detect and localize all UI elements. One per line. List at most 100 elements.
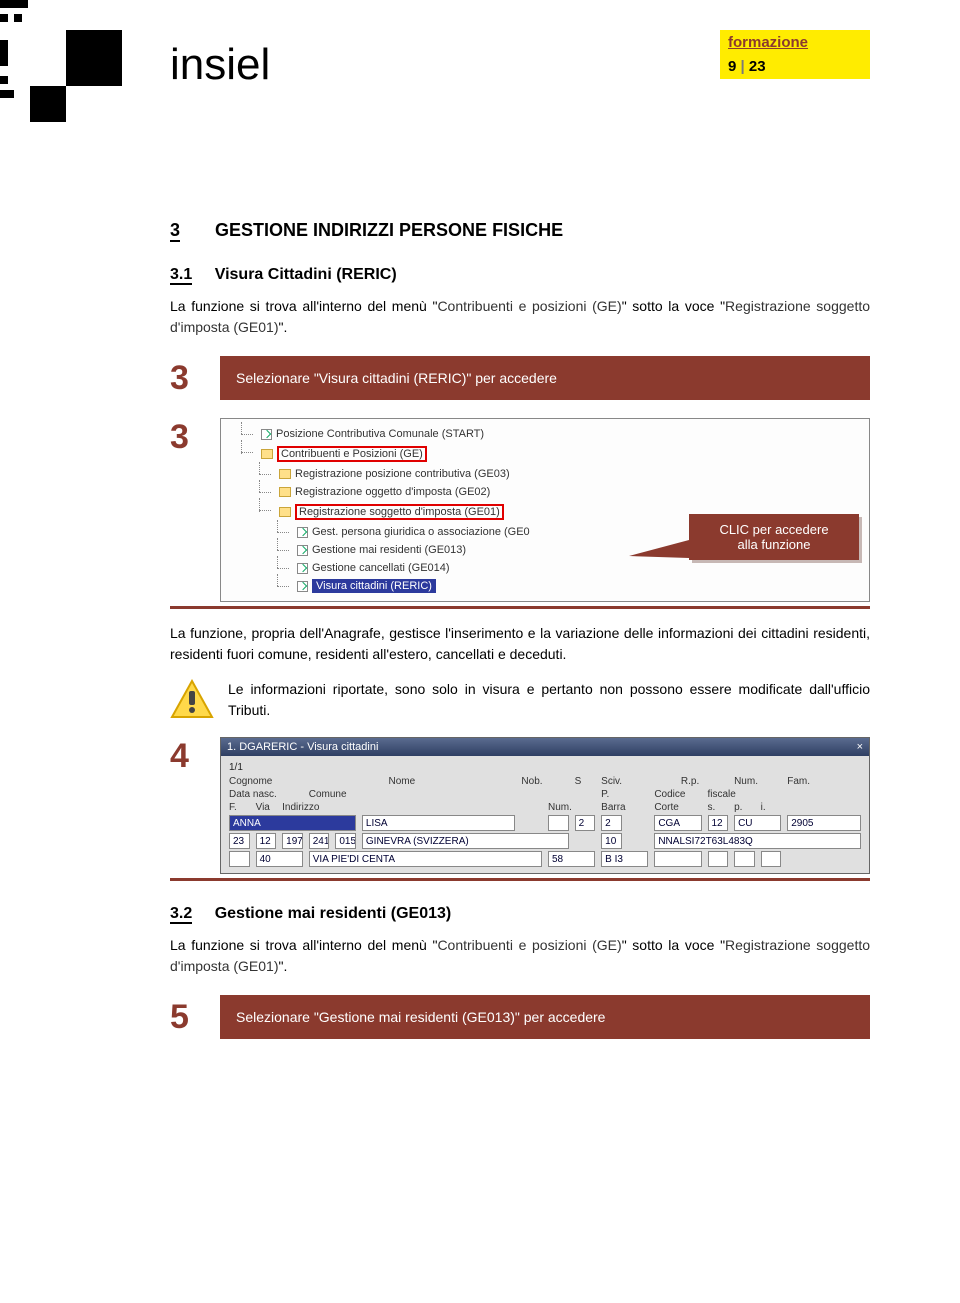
form-side-num: 4	[170, 737, 220, 776]
page-icon	[297, 545, 308, 556]
subsection-3-1: 3.1 Visura Cittadini (RERIC)	[170, 266, 870, 284]
tree-item[interactable]: Visura cittadini (RERIC)	[277, 577, 861, 595]
lbl-s: S	[575, 776, 596, 787]
inp-fam[interactable]: 2905	[787, 815, 861, 831]
form-window-title: 1. DGARERIC - Visura cittadini	[227, 741, 378, 753]
inp-f[interactable]	[229, 851, 250, 867]
lbl-comune: Comune	[309, 789, 383, 800]
lbl-num: Num.	[734, 776, 781, 787]
tree-item-label: Gestione cancellati (GE014)	[312, 562, 450, 574]
page-sep: |	[741, 58, 745, 75]
page-icon	[297, 527, 308, 538]
page-icon	[297, 581, 308, 592]
inp-sciv[interactable]: 2	[601, 815, 622, 831]
inp-s[interactable]: 2	[575, 815, 596, 831]
lbl-ii: i.	[761, 802, 782, 813]
tree-item[interactable]: Registrazione posizione contributiva (GE…	[259, 465, 861, 483]
lbl-p: P.	[601, 789, 622, 800]
intro-paragraph-1: La funzione si trova all'interno del men…	[170, 296, 870, 338]
tree-side-num: 3	[170, 418, 220, 457]
sub2-title: Gestione mai residenti (GE013)	[215, 905, 452, 922]
step-5-num: 5	[170, 995, 220, 1039]
lbl-corte: Corte	[654, 802, 701, 813]
warning-icon	[170, 679, 214, 719]
lbl-rp: R.p.	[681, 776, 728, 787]
lbl-f: F.	[229, 802, 250, 813]
lbl-pp: p.	[734, 802, 755, 813]
tree-item[interactable]: Contribuenti e Posizioni (GE)	[241, 443, 861, 465]
folder-icon	[279, 469, 291, 479]
page-icon	[261, 429, 272, 440]
inp-indirizzo[interactable]: VIA PIE'DI CENTA	[309, 851, 542, 867]
tree-item-label: Registrazione oggetto d'imposta (GE02)	[295, 486, 490, 498]
inp-comune[interactable]: GINEVRA (SVIZZERA)	[362, 833, 569, 849]
folder-icon	[261, 449, 273, 459]
lbl-via: Via	[256, 802, 277, 813]
inp-com2[interactable]: 015	[335, 833, 356, 849]
subsection-3-2: 3.2 Gestione mai residenti (GE013)	[170, 905, 870, 923]
inp-nome[interactable]: LISA	[362, 815, 516, 831]
page-total: 23	[749, 58, 766, 75]
callout-line2: alla funzione	[695, 537, 853, 552]
inp-via1[interactable]: 40	[256, 851, 303, 867]
tree-item-label: Registrazione soggetto d'imposta (GE01)	[299, 506, 500, 518]
sub1-num: 3.1	[170, 266, 192, 285]
folder-icon	[279, 487, 291, 497]
inp-nob[interactable]	[548, 815, 569, 831]
inp-corte[interactable]	[654, 851, 701, 867]
tree-item[interactable]: Posizione Contributiva Comunale (START)	[241, 425, 861, 443]
page-icon	[297, 563, 308, 574]
inp-numf[interactable]: 12	[708, 815, 729, 831]
sub1-title: Visura Cittadini (RERIC)	[215, 266, 397, 283]
lbl-num2: Num.	[548, 802, 595, 813]
lbl-data: Data nasc.	[229, 789, 303, 800]
lbl-nome: Nome	[389, 776, 436, 787]
folder-icon	[279, 507, 291, 517]
step-3-text: Selezionare "Visura cittadini (RERIC)" p…	[220, 356, 870, 400]
tree-item-label: Gest. persona giuridica o associazione (…	[312, 526, 530, 538]
tree-item-label: Registrazione posizione contributiva (GE…	[295, 468, 510, 480]
inp-barra[interactable]: B I3	[601, 851, 648, 867]
tree-item-label: Visura cittadini (RERIC)	[312, 579, 436, 593]
inp-cognome[interactable]: ANNA	[229, 815, 356, 831]
section-heading: 3 GESTIONE INDIRIZZI PERSONE FISICHE	[170, 220, 870, 241]
lbl-fiscale: fiscale	[708, 789, 755, 800]
step-3-num: 3	[170, 356, 220, 400]
inp-cf[interactable]: NNALSI72T63L483Q	[654, 833, 861, 849]
tree-item[interactable]: Registrazione oggetto d'imposta (GE02)	[259, 483, 861, 501]
inp-famcode[interactable]: CU	[734, 815, 781, 831]
menu-tree-screenshot: Posizione Contributiva Comunale (START) C…	[220, 418, 870, 602]
step-5-row: 5 Selezionare "Gestione mai residenti (G…	[170, 995, 870, 1039]
page-badge: formazione 9 | 23	[720, 30, 870, 79]
tree-item[interactable]: Gestione cancellati (GE014)	[277, 559, 861, 577]
inp-com1[interactable]: 241	[309, 833, 330, 849]
inp-rp[interactable]: CGA	[654, 815, 701, 831]
lbl-sp: s.	[708, 802, 729, 813]
warning-row: Le informazioni riportate, sono solo in …	[170, 679, 870, 721]
intro-paragraph-3: La funzione si trova all'interno del men…	[170, 935, 870, 977]
inp-ii[interactable]	[761, 851, 782, 867]
close-icon[interactable]: ×	[857, 741, 863, 753]
brand-text: insiel	[170, 40, 270, 90]
tree-item-label: Gestione mai residenti (GE013)	[312, 544, 466, 556]
lbl-sciv: Sciv.	[601, 776, 648, 787]
lbl-barra: Barra	[601, 802, 648, 813]
lbl-codice: Codice	[654, 789, 701, 800]
inp-sp[interactable]	[708, 851, 729, 867]
inp-d1[interactable]: 23	[229, 833, 250, 849]
sub2-num: 3.2	[170, 905, 192, 924]
warning-text: Le informazioni riportate, sono solo in …	[228, 679, 870, 721]
inp-d2[interactable]: 12	[256, 833, 277, 849]
page-current: 9	[728, 58, 736, 75]
lbl-cognome: Cognome	[229, 776, 303, 787]
inp-p[interactable]: 10	[601, 833, 622, 849]
section-title-text: GESTIONE INDIRIZZI PERSONE FISICHE	[215, 220, 563, 240]
inp-num2[interactable]: 58	[548, 851, 595, 867]
inp-pp[interactable]	[734, 851, 755, 867]
inp-d3[interactable]: 1972	[282, 833, 303, 849]
tree-item-label: Contribuenti e Posizioni (GE)	[281, 448, 423, 460]
tree-item-label: Posizione Contributiva Comunale (START)	[276, 428, 484, 440]
lbl-nob: Nob.	[521, 776, 568, 787]
step-3-row: 3 Selezionare "Visura cittadini (RERIC)"…	[170, 356, 870, 400]
step-5-text: Selezionare "Gestione mai residenti (GE0…	[220, 995, 870, 1039]
